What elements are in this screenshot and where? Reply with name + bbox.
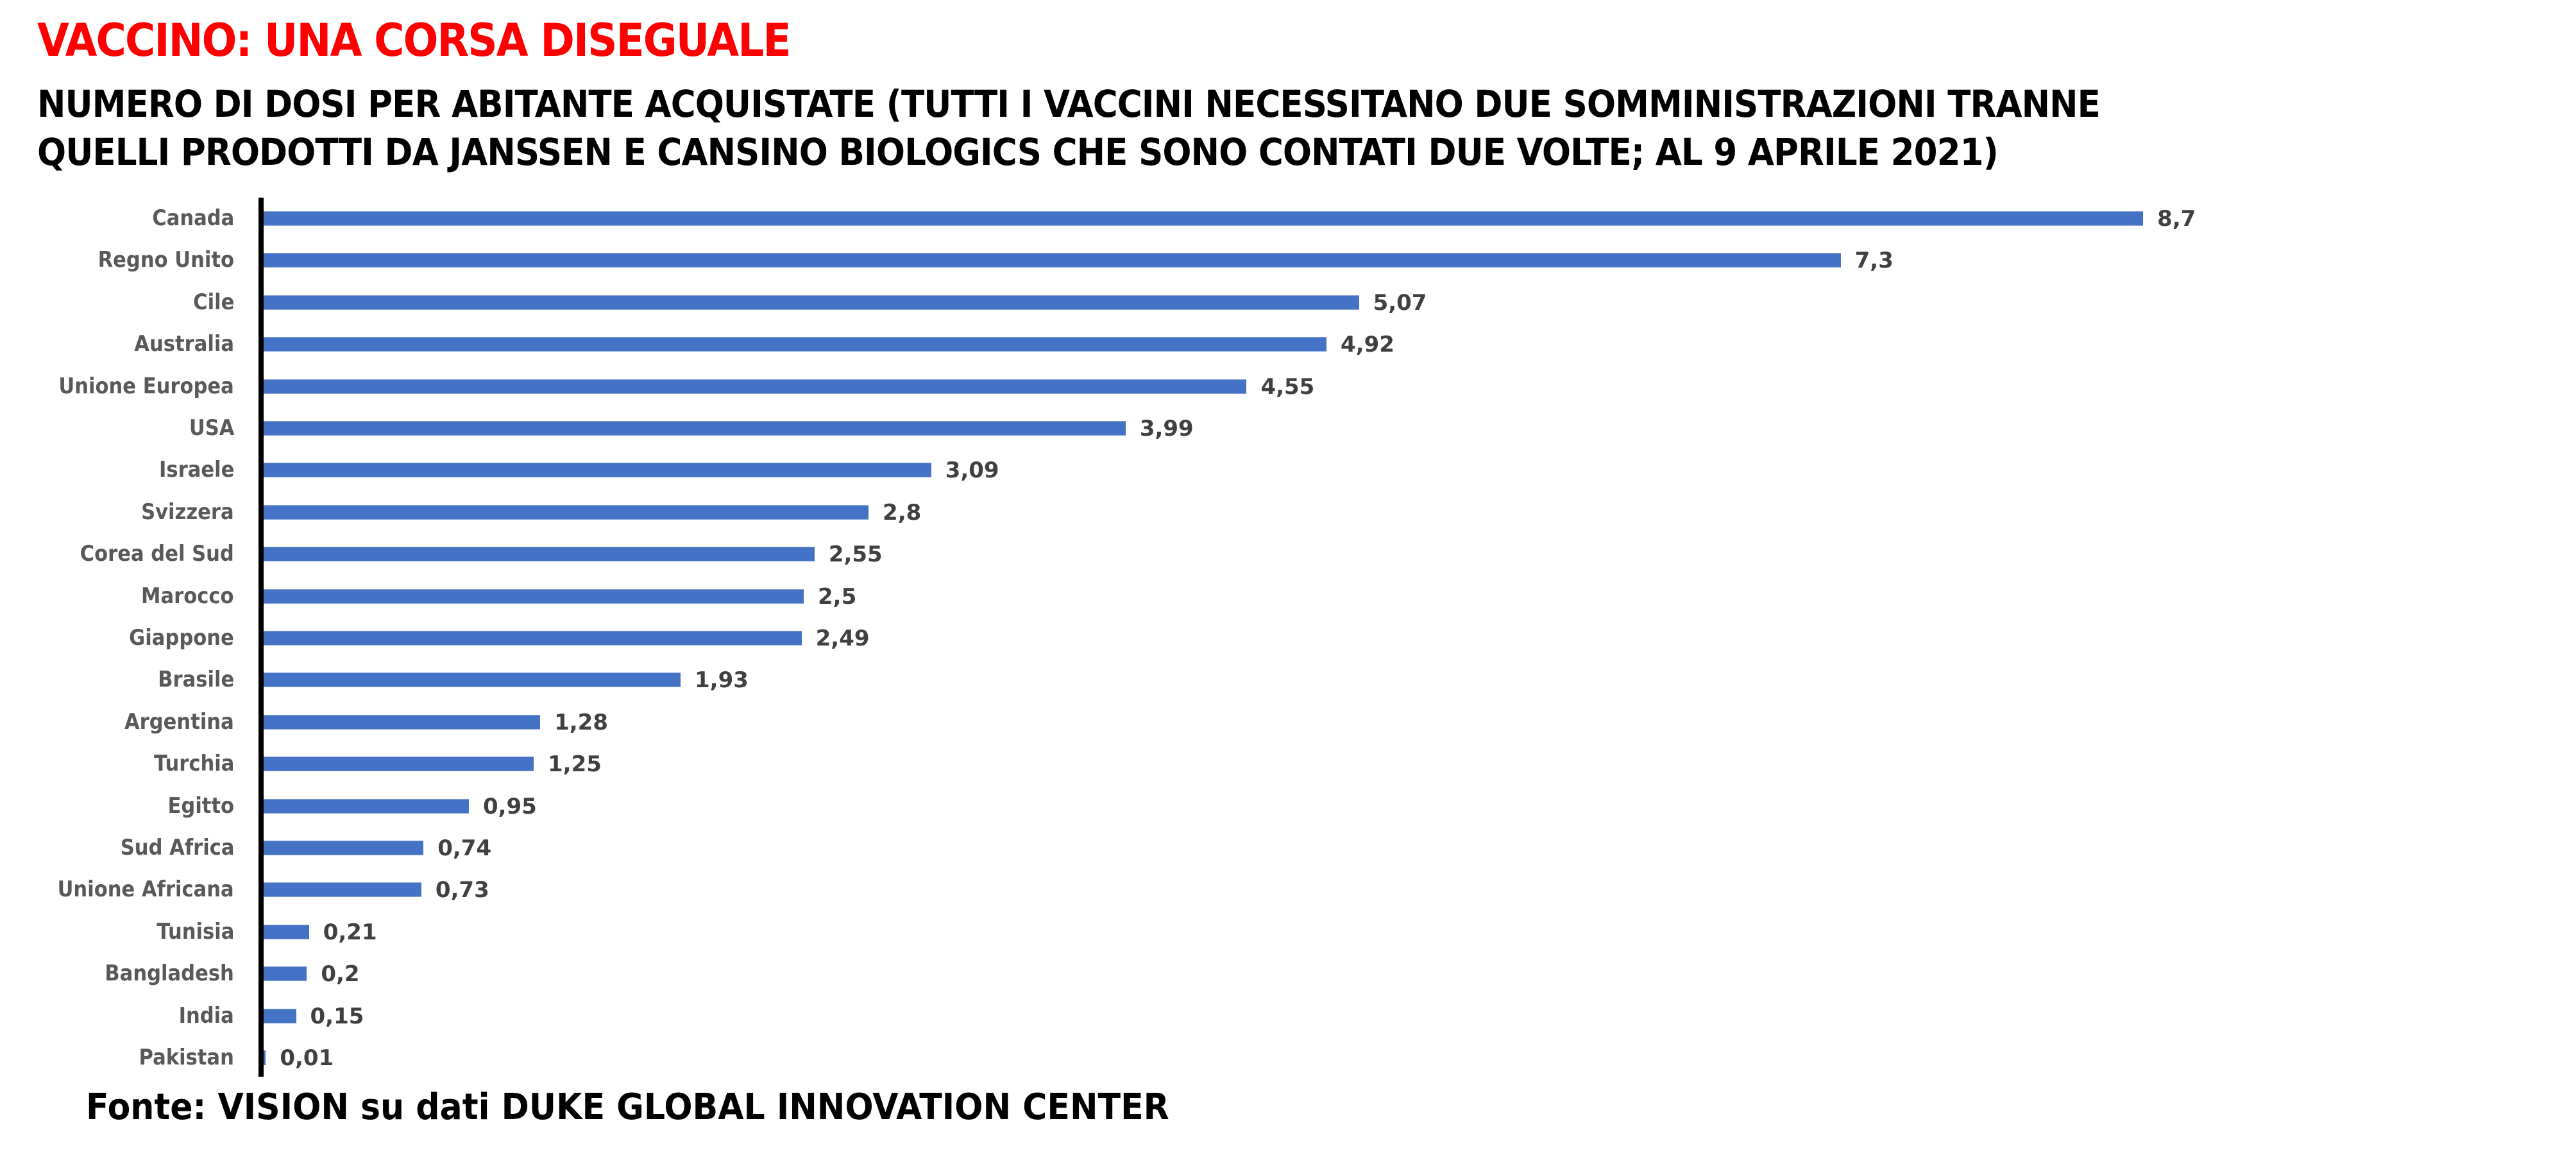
- bar: [264, 295, 1359, 310]
- value-label: 0,21: [323, 919, 377, 945]
- bar-row: Canada 8,7: [0, 198, 2576, 239]
- category-label: USA: [189, 415, 234, 441]
- bar-row: Israele 3,09: [0, 449, 2576, 491]
- bar: [264, 588, 804, 604]
- value-label: 0,2: [321, 961, 360, 988]
- value-label: 0,95: [482, 793, 537, 819]
- value-label: 2,5: [818, 583, 857, 610]
- source-note: Fonte: VISION su dati DUKE GLOBAL INNOVA…: [86, 1086, 1169, 1128]
- category-label: Tunisia: [157, 918, 234, 945]
- value-label: 2,8: [883, 499, 922, 526]
- bar-row: Unione Europea 4,55: [0, 366, 2576, 407]
- value-label: 0,73: [435, 877, 489, 903]
- bar: [264, 463, 931, 478]
- bar: [264, 757, 534, 772]
- value-label: 3,99: [1139, 416, 1194, 441]
- category-label: Svizzera: [141, 499, 234, 525]
- category-label: Australia: [134, 331, 234, 357]
- bar-row: Turchia 1,25: [0, 743, 2576, 785]
- y-axis-line: [258, 198, 264, 1077]
- bar: [264, 841, 424, 855]
- category-label: Marocco: [141, 583, 234, 609]
- bar: [264, 631, 802, 646]
- bar-row: Bangladesh 0,2: [0, 953, 2576, 995]
- value-label: 0,01: [280, 1045, 334, 1071]
- bar: [264, 379, 1247, 394]
- category-label: Brasile: [157, 667, 234, 693]
- bar: [264, 714, 541, 730]
- category-label: Corea del Sud: [80, 541, 234, 567]
- value-label: 1,28: [554, 709, 608, 735]
- value-label: 4,92: [1341, 332, 1394, 358]
- category-label: Bangladesh: [105, 961, 234, 987]
- bar-row: Unione Africana 0,73: [0, 869, 2576, 911]
- category-label: Egitto: [167, 792, 234, 819]
- bar-row: Australia 4,92: [0, 323, 2576, 365]
- bar: [264, 421, 1126, 436]
- bar-row: Cile 5,07: [0, 282, 2576, 323]
- bar: [264, 211, 2144, 226]
- bar-row: Argentina 1,28: [0, 701, 2576, 743]
- category-label: Giappone: [129, 625, 234, 651]
- bar-row: Corea del Sud 2,55: [0, 533, 2576, 575]
- bar: [264, 966, 307, 982]
- value-label: 0,15: [310, 1003, 364, 1029]
- value-label: 3,09: [945, 458, 999, 484]
- category-label: Pakistan: [139, 1045, 234, 1070]
- bar-row: Marocco 2,5: [0, 576, 2576, 617]
- category-label: Cile: [192, 289, 234, 315]
- category-label: Regno Unito: [97, 247, 234, 273]
- bar-row: Egitto 0,95: [0, 785, 2576, 827]
- bar-row: Pakistan 0,01: [0, 1037, 2576, 1079]
- bar-row: USA 3,99: [0, 407, 2576, 449]
- value-label: 5,07: [1373, 289, 1427, 316]
- bar: [264, 882, 421, 898]
- bar-row: Brasile 1,93: [0, 659, 2576, 701]
- bar: [264, 672, 681, 688]
- bar: [264, 924, 309, 939]
- value-label: 1,25: [548, 751, 602, 778]
- bar-row: Sud Africa 0,74: [0, 827, 2576, 869]
- bar: [264, 337, 1327, 352]
- bar: [264, 1050, 266, 1065]
- value-label: 2,49: [815, 626, 870, 651]
- value-label: 0,74: [437, 835, 492, 861]
- category-label: Canada: [151, 205, 234, 231]
- category-label: India: [178, 1002, 234, 1029]
- bar: [264, 798, 469, 814]
- category-label: Sud Africa: [120, 835, 234, 860]
- bar: [264, 547, 815, 562]
- bar-row: India 0,15: [0, 995, 2576, 1037]
- value-label: 7,3: [1854, 248, 1894, 274]
- category-label: Israele: [158, 457, 234, 483]
- value-label: 1,93: [695, 667, 749, 694]
- bar-row: Giappone 2,49: [0, 617, 2576, 659]
- value-label: 8,7: [2157, 206, 2196, 232]
- bar-row: Svizzera 2,8: [0, 492, 2576, 533]
- bar: [264, 1008, 296, 1023]
- chart-title: VACCINO: UNA CORSA DISEGUALE: [37, 14, 791, 67]
- chart-subtitle-line1: NUMERO DI DOSI PER ABITANTE ACQUISTATE (…: [37, 82, 2101, 126]
- category-label: Unione Europea: [58, 373, 234, 399]
- category-label: Argentina: [124, 708, 234, 735]
- category-label: Turchia: [153, 751, 234, 777]
- value-label: 2,55: [828, 542, 883, 568]
- chart-subtitle-line2: QUELLI PRODOTTI DA JANSSEN E CANSINO BIO…: [37, 130, 1999, 174]
- value-label: 4,55: [1260, 373, 1315, 400]
- category-label: Unione Africana: [57, 877, 234, 903]
- bar-row: Regno Unito 7,3: [0, 239, 2576, 281]
- bar: [264, 253, 1841, 268]
- bar-row: Tunisia 0,21: [0, 911, 2576, 953]
- bar: [264, 504, 869, 520]
